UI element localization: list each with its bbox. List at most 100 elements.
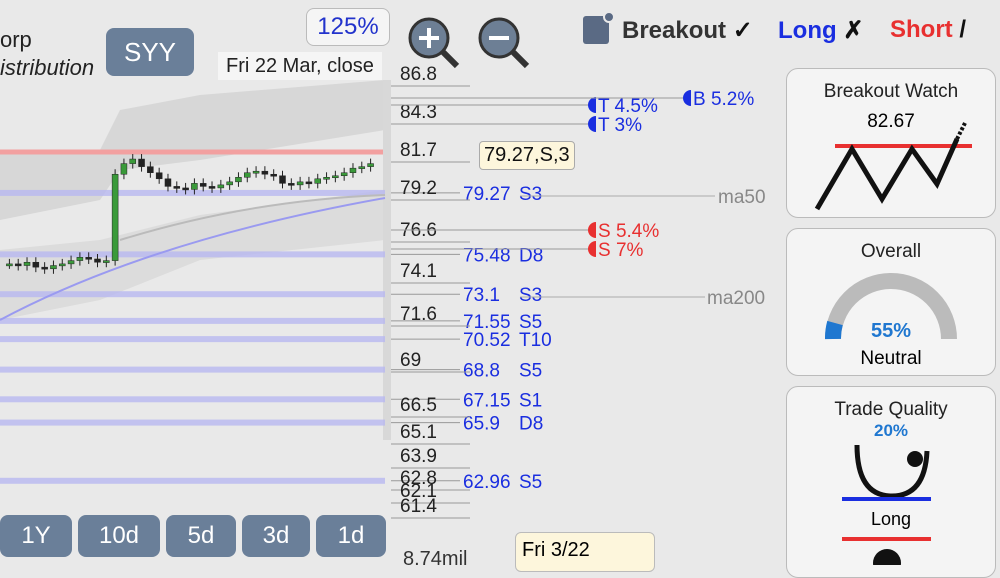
period-buttons: 1Y 10d 5d 3d 1d <box>0 515 386 557</box>
level-band <box>0 291 385 298</box>
tick-label: 65.1 <box>400 422 437 443</box>
candle <box>147 166 154 173</box>
breakout-label: Breakout <box>622 17 727 44</box>
candle <box>94 258 101 263</box>
breakout-card[interactable]: Breakout Watch 82.67 <box>786 68 996 218</box>
candle <box>41 266 48 270</box>
long-filter[interactable]: Long ✗ <box>778 16 863 45</box>
level-price: 73.1 <box>463 285 500 306</box>
candle <box>226 181 233 186</box>
candle <box>349 167 357 173</box>
company-name: orp <box>0 27 32 52</box>
breakout-value: 82.67 <box>867 111 915 132</box>
level-band <box>0 251 385 258</box>
candle <box>129 158 136 164</box>
symbol-button[interactable]: SYY <box>106 28 194 76</box>
footer-date: Fri 3/22 <box>515 532 655 572</box>
quality-icon <box>842 444 931 501</box>
candle <box>173 186 181 189</box>
zoom-out[interactable] <box>478 17 530 69</box>
candle <box>208 186 216 189</box>
tick-label: 71.6 <box>400 304 437 325</box>
level-band <box>0 317 385 324</box>
candle <box>288 183 295 186</box>
candle <box>261 170 269 175</box>
candle <box>120 163 128 175</box>
level-price: 67.15 <box>463 390 511 411</box>
candle <box>50 265 57 270</box>
notes-icon[interactable] <box>583 12 615 46</box>
overall-card[interactable]: Overall 55% Neutral <box>786 228 996 376</box>
candle <box>305 181 313 185</box>
ma50-line <box>119 194 386 241</box>
level-price: 68.8 <box>463 361 500 382</box>
tick-label: 84.3 <box>400 102 437 123</box>
level-code: T10 <box>519 330 552 351</box>
level-price: 75.48 <box>463 245 511 266</box>
tick-label: 74.1 <box>400 261 437 282</box>
level-band <box>0 396 385 403</box>
period-button[interactable]: 1d <box>316 515 386 557</box>
period-button[interactable]: 5d <box>166 515 236 557</box>
candle <box>252 170 260 174</box>
long-mark: ✗ <box>843 17 864 44</box>
overall-value: 55% <box>870 320 912 342</box>
zoom-level[interactable]: 125% <box>306 8 390 46</box>
target-label: S 5.4% <box>598 221 659 242</box>
candle <box>23 261 31 266</box>
level-code: S1 <box>519 390 542 411</box>
period-button[interactable]: 3d <box>242 515 310 557</box>
overall-label: Neutral <box>860 348 922 369</box>
candle <box>340 172 348 177</box>
page: {"company": {"name_fragment": "orp", "se… <box>0 8 996 578</box>
target-label: B 5.2% <box>693 89 754 110</box>
candle <box>314 178 321 184</box>
card-title: Breakout Watch <box>823 81 959 102</box>
level-code: S5 <box>519 361 542 382</box>
candle <box>235 177 242 183</box>
sector: istribution <box>0 55 95 80</box>
quality-card[interactable]: Trade Quality 20% Long <box>786 386 996 578</box>
zoom-in[interactable] <box>408 17 460 69</box>
candle <box>164 178 172 187</box>
quality-icon-2 <box>842 537 931 565</box>
breakout-filter[interactable]: Breakout ✓ <box>622 16 753 45</box>
candle <box>199 183 207 187</box>
tooltip: 79.27,S,3 <box>479 141 575 170</box>
target-marker <box>588 241 596 257</box>
candle <box>14 263 22 267</box>
candle <box>279 175 286 184</box>
short-mark: / <box>959 16 967 43</box>
candle <box>323 177 330 180</box>
candle <box>111 173 119 261</box>
gauge <box>825 273 957 340</box>
candle <box>103 260 110 263</box>
candle <box>85 257 92 260</box>
quality-label: Long <box>870 509 912 529</box>
card-title: Trade Quality <box>834 399 948 420</box>
target-marker <box>588 222 596 238</box>
candle <box>32 261 40 268</box>
level-code: S3 <box>519 184 542 205</box>
target-marker <box>588 116 596 132</box>
level-price: 70.52 <box>463 330 511 351</box>
target-label: S 7% <box>598 240 644 261</box>
period-button[interactable]: 10d <box>78 515 160 557</box>
candle <box>59 263 66 267</box>
price-chart: 79.27 S3 75.48 D8 73.1 S3 71.55 S5 70.52 T10 68.8 S… <box>0 64 766 519</box>
period-button[interactable]: 1Y <box>0 515 72 557</box>
candle <box>67 260 75 265</box>
quality-value: 20% <box>873 421 909 440</box>
ma-label: ma200 <box>707 288 765 309</box>
ma200-line <box>0 197 386 321</box>
tick-label: 79.2 <box>400 178 437 199</box>
level-code: D8 <box>519 245 543 266</box>
short-filter[interactable]: Short / <box>890 16 966 44</box>
tick-label: 62.1 <box>400 481 437 502</box>
level-price: 79.27 <box>463 184 511 205</box>
candle <box>155 172 163 180</box>
zoom-controls <box>408 17 530 69</box>
tick-label: 86.8 <box>400 64 437 85</box>
target-marker <box>683 90 691 106</box>
tick-label: 61.4 <box>400 496 437 517</box>
